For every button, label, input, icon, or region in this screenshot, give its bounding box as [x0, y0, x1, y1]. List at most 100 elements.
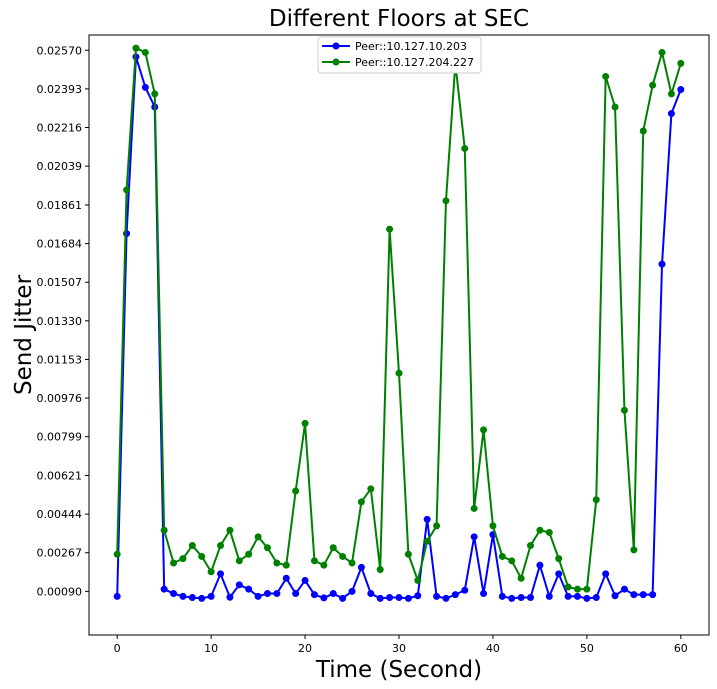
data-point [263, 544, 271, 552]
y-tick-label: 0.01861 [37, 199, 83, 212]
data-point [160, 526, 168, 534]
data-point [564, 583, 572, 591]
data-point [404, 550, 412, 558]
data-point [536, 561, 544, 569]
series-1 [113, 53, 685, 602]
data-point [527, 542, 535, 550]
data-point [395, 593, 403, 601]
legend-label-series-1: Peer::10.127.10.203 [355, 40, 467, 53]
y-tick-label: 0.02039 [37, 160, 83, 173]
data-point [226, 526, 234, 534]
y-tick-label: 0.00267 [37, 547, 83, 560]
data-point [480, 590, 488, 598]
data-point [245, 550, 253, 558]
y-tick-label: 0.00621 [37, 470, 83, 483]
x-tick-label: 40 [486, 642, 500, 655]
data-point [498, 592, 506, 600]
data-point [649, 81, 657, 89]
data-point [310, 557, 318, 565]
legend-label-series-2: Peer::10.127.204.227 [355, 56, 474, 69]
data-point [292, 487, 300, 495]
data-point [217, 570, 225, 578]
data-point [611, 592, 619, 600]
data-point [263, 590, 271, 598]
data-point [179, 592, 187, 600]
data-point [348, 587, 356, 595]
data-point [226, 593, 234, 601]
data-point [207, 568, 215, 576]
data-point [470, 504, 478, 512]
data-point [367, 590, 375, 598]
data-point [245, 585, 253, 593]
data-point [658, 48, 666, 56]
data-point [555, 570, 563, 578]
data-point [310, 591, 318, 599]
legend: Peer::10.127.10.203 Peer::10.127.204.227 [317, 36, 482, 74]
data-point [160, 585, 168, 593]
data-point [527, 593, 535, 601]
chart-title: Different Floors at SEC [269, 6, 529, 32]
x-tick-label: 50 [580, 642, 594, 655]
y-tick-label: 0.02393 [37, 83, 83, 96]
data-point [386, 225, 394, 233]
data-point [329, 544, 337, 552]
data-point [254, 592, 262, 600]
data-point [423, 515, 431, 523]
data-point [658, 260, 666, 268]
x-tick-label: 10 [204, 642, 218, 655]
data-point [592, 593, 600, 601]
data-point [329, 590, 337, 598]
data-point [630, 546, 638, 554]
data-point [592, 496, 600, 504]
data-point [480, 426, 488, 434]
data-point [151, 90, 159, 98]
data-point [292, 590, 300, 598]
x-tick-label: 30 [392, 642, 406, 655]
x-tick-label: 60 [674, 642, 688, 655]
data-point [602, 570, 610, 578]
data-point [320, 561, 328, 569]
y-tick-label: 0.01507 [37, 276, 83, 289]
data-point [442, 197, 450, 205]
y-tick-label: 0.02216 [37, 122, 83, 135]
data-point [386, 593, 394, 601]
data-point [414, 576, 422, 584]
y-tick-label: 0.01153 [37, 353, 83, 366]
y-tick-label: 0.00090 [37, 585, 83, 598]
data-point [198, 552, 206, 560]
data-point [179, 555, 187, 563]
data-point [508, 557, 516, 565]
data-point [442, 594, 450, 602]
data-point [141, 83, 149, 91]
data-point [395, 369, 403, 377]
data-point [170, 559, 178, 567]
data-point [188, 593, 196, 601]
data-point [545, 592, 553, 600]
data-point [188, 542, 196, 550]
data-point [348, 559, 356, 567]
data-point [564, 592, 572, 600]
y-tick-label: 0.00444 [37, 508, 83, 521]
x-axis-label: Time (Second) [315, 657, 482, 683]
data-point [498, 552, 506, 560]
plot-area [88, 34, 710, 636]
data-point [573, 585, 581, 593]
data-point [273, 559, 281, 567]
data-point [320, 594, 328, 602]
data-point [583, 585, 591, 593]
data-point [620, 406, 628, 414]
data-point [282, 574, 290, 582]
y-axis: 0.00090 0.00267 0.00444 0.00621 0.00799 0.009… [37, 44, 89, 598]
data-point [602, 72, 610, 80]
data-point [198, 594, 206, 602]
x-axis: 0 10 20 30 40 50 60 [114, 635, 688, 655]
data-point [461, 144, 469, 152]
data-point [404, 594, 412, 602]
data-point [649, 591, 657, 599]
data-point [517, 593, 525, 601]
data-point [508, 594, 516, 602]
x-tick-label: 20 [298, 642, 312, 655]
data-point [667, 110, 675, 118]
data-point [357, 498, 365, 506]
series-layer [113, 44, 685, 602]
